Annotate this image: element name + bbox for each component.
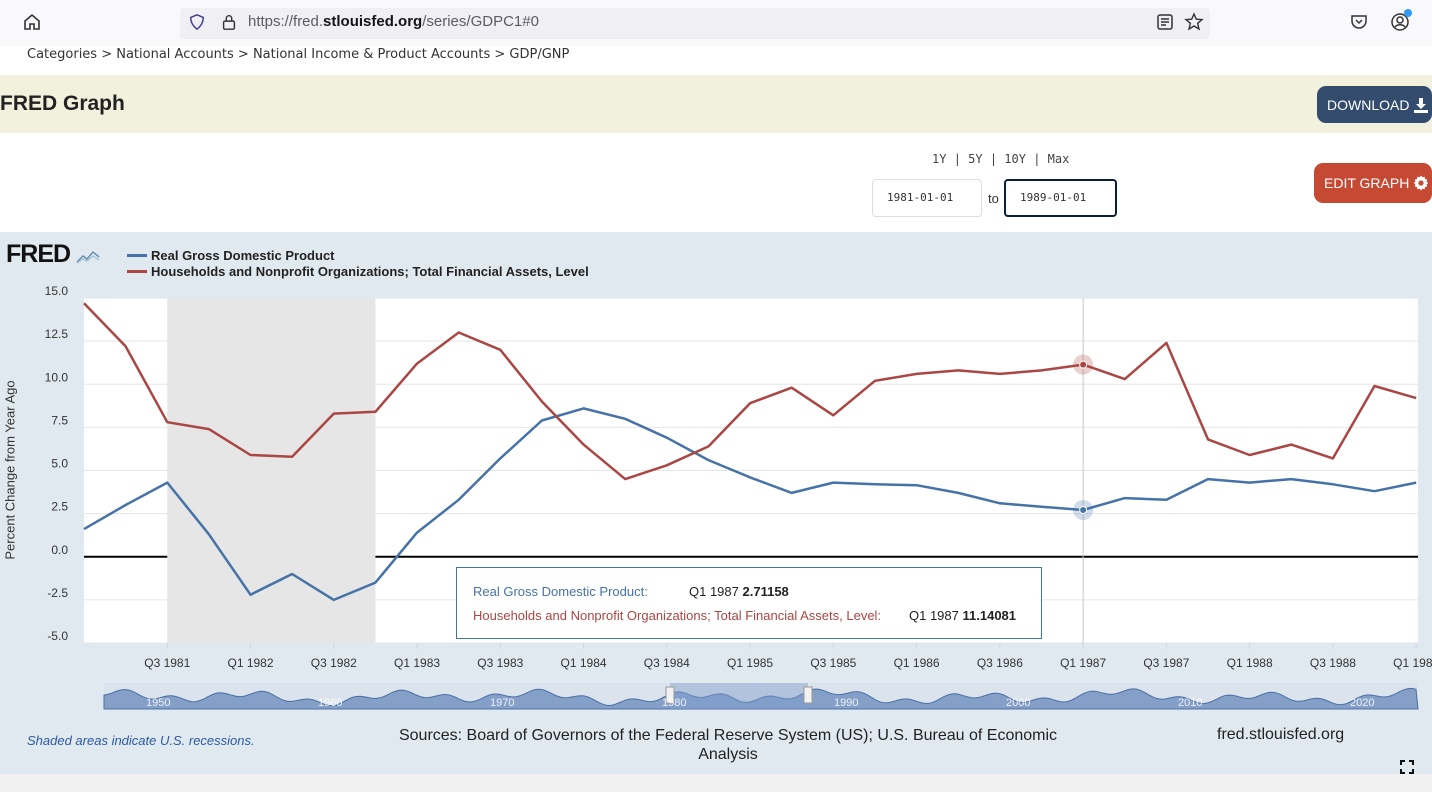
download-icon [1414, 97, 1429, 113]
tooltip-label-gdp: Real Gross Domestic Product: [473, 584, 648, 599]
edit-graph-button[interactable]: EDIT GRAPH [1314, 163, 1432, 203]
page-footer-strip [0, 774, 1432, 792]
download-button[interactable]: DOWNLOAD [1317, 86, 1432, 123]
graph-panel [0, 232, 1432, 774]
range-max[interactable]: Max [1047, 152, 1070, 166]
sources-text: Sources: Board of Governors of the Feder… [398, 727, 1058, 763]
account-icon[interactable] [1390, 12, 1410, 32]
title-bar: FRED Graph [0, 75, 1432, 133]
date-to-input[interactable]: 1989-01-01 [1004, 179, 1117, 217]
reader-view-icon[interactable] [1156, 13, 1174, 31]
download-label: DOWNLOAD [1327, 96, 1410, 113]
recession-footnote: Shaded areas indicate U.S. recessions. [27, 733, 255, 748]
bookmark-star-icon[interactable] [1184, 12, 1204, 32]
chart-legend: Real Gross Domestic Product Households a… [127, 247, 589, 279]
legend-label-gdp: Real Gross Domestic Product [151, 247, 335, 263]
site-link[interactable]: fred.stlouisfed.org [1217, 726, 1345, 743]
legend-item-assets[interactable]: Households and Nonprofit Organizations; … [127, 263, 589, 279]
tooltip-value-gdp: Q1 1987 2.71158 [689, 584, 789, 599]
tooltip-value-assets: Q1 1987 11.14081 [909, 608, 1017, 623]
notification-dot [1404, 9, 1412, 17]
home-icon[interactable] [22, 12, 42, 32]
lock-icon[interactable] [220, 12, 238, 32]
fullscreen-icon[interactable] [1400, 760, 1414, 774]
legend-item-gdp[interactable]: Real Gross Domestic Product [127, 247, 589, 263]
tooltip-label-assets: Households and Nonprofit Organizations; … [473, 608, 882, 623]
range-1y[interactable]: 1Y [932, 152, 947, 166]
chart-tooltip: Real Gross Domestic Product: Q1 1987 2.7… [456, 567, 1042, 639]
range-5y[interactable]: 5Y [968, 152, 983, 166]
edit-graph-label: EDIT GRAPH [1324, 175, 1410, 191]
gear-icon [1414, 175, 1429, 191]
pocket-icon[interactable] [1350, 13, 1368, 31]
browser-toolbar: https://fred.stlouisfed.org/series/GDPC1… [0, 0, 1432, 46]
fred-logo[interactable]: FRED [6, 240, 100, 269]
to-label: to [988, 191, 999, 206]
shield-icon[interactable] [188, 13, 206, 31]
breadcrumb[interactable]: Categories > National Accounts > Nationa… [27, 47, 570, 62]
y-axis-label: Percent Change from Year Ago [2, 380, 18, 560]
legend-label-assets: Households and Nonprofit Organizations; … [151, 263, 589, 279]
legend-swatch-gdp [127, 253, 147, 257]
trend-icon [76, 250, 100, 264]
page-title: FRED Graph [0, 92, 125, 115]
url-field[interactable] [180, 8, 1210, 39]
url-text[interactable]: https://fred.stlouisfed.org/series/GDPC1… [248, 13, 539, 30]
date-from-input[interactable]: 1981-01-01 [872, 179, 982, 217]
range-10y[interactable]: 10Y [1004, 152, 1026, 166]
legend-swatch-assets [127, 269, 147, 273]
range-links: 1Y | 5Y | 10Y | Max [932, 152, 1070, 166]
